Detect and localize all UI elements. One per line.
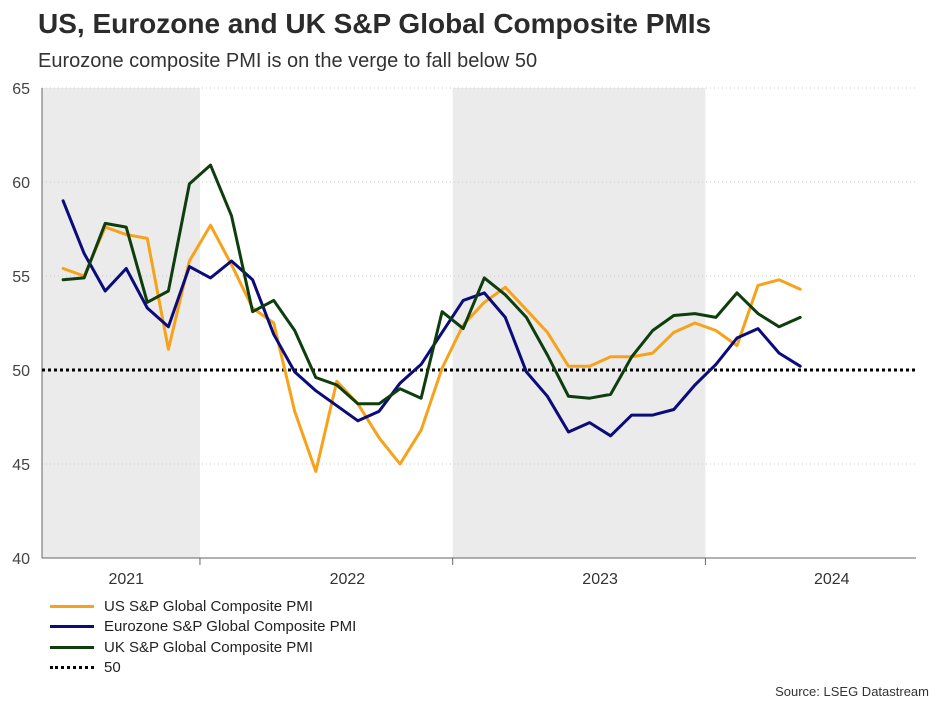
x-tick-label-2022: 2022	[330, 571, 366, 588]
shaded-year-bands	[42, 88, 706, 558]
x-axis: 2021 2022 2023 2024	[42, 557, 916, 588]
y-tick-label-40: 40	[12, 551, 30, 568]
chart-title: US, Eurozone and UK S&P Global Composite…	[38, 8, 712, 39]
y-tick-label-60: 60	[12, 175, 30, 192]
y-tick-label-55: 55	[12, 269, 30, 286]
legend-swatch-threshold	[50, 666, 94, 670]
legend-label-us: US S&P Global Composite PMI	[104, 597, 313, 615]
legend: US S&P Global Composite PMI Eurozone S&P…	[50, 596, 356, 678]
y-axis: 40 45 50 55 60 65	[12, 81, 43, 568]
eurozone-pmi-line	[61, 199, 802, 438]
x-tick-label-2024: 2024	[814, 571, 850, 588]
legend-item-uk: UK S&P Global Composite PMI	[50, 637, 356, 658]
y-tick-label-50: 50	[12, 363, 30, 380]
shade-band-1	[452, 88, 706, 558]
legend-item-threshold: 50	[50, 658, 356, 679]
legend-label-threshold: 50	[104, 659, 121, 677]
shade-band-0	[42, 88, 200, 558]
x-tick-label-2021: 2021	[108, 571, 144, 588]
series-lines	[42, 163, 916, 473]
legend-item-us: US S&P Global Composite PMI	[50, 596, 356, 617]
y-tick-label-65: 65	[12, 81, 30, 98]
legend-label-eurozone: Eurozone S&P Global Composite PMI	[104, 618, 357, 636]
x-tick-label-2023: 2023	[582, 571, 618, 588]
source-note: Source: LSEG Datastream	[775, 684, 929, 699]
chart-subtitle: Eurozone composite PMI is on the verge t…	[38, 50, 538, 72]
uk-pmi-line	[61, 163, 802, 406]
legend-item-eurozone: Eurozone S&P Global Composite PMI	[50, 617, 356, 638]
legend-swatch-eurozone	[50, 625, 94, 629]
y-tick-label-45: 45	[12, 457, 30, 474]
legend-swatch-uk	[50, 645, 94, 649]
legend-label-uk: UK S&P Global Composite PMI	[104, 638, 313, 656]
legend-swatch-us	[50, 604, 94, 608]
